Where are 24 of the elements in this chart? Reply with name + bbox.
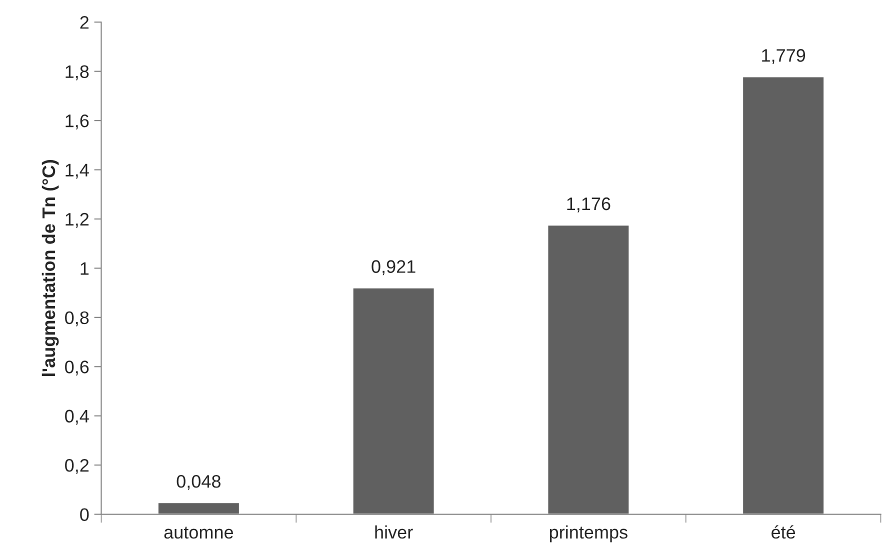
bar	[742, 76, 825, 514]
y-axis-title: l'augmentation de Tn (°C)	[42, 160, 59, 376]
y-tick-label: 0,2	[65, 459, 89, 474]
y-tick-label: 2	[80, 16, 89, 29]
bar	[157, 502, 240, 514]
y-tick-label: 0,6	[65, 360, 89, 376]
y-tick-label: 1,8	[66, 65, 89, 80]
data-label: 0,048	[176, 475, 220, 490]
y-tick-label: 0	[80, 508, 89, 522]
data-label: 1,176	[567, 197, 610, 212]
y-tick-label: 1,4	[66, 164, 89, 179]
y-tick-label: 1,2	[66, 212, 89, 228]
x-tick-label: printemps	[550, 525, 628, 542]
y-tick-label: 1	[80, 262, 89, 275]
x-tick-label: été	[772, 525, 796, 539]
y-tick-label: 0,4	[65, 410, 89, 425]
y-tick-label: 1,6	[66, 114, 89, 130]
bar	[546, 224, 630, 514]
bar	[352, 286, 436, 514]
x-tick-label: automne	[164, 526, 234, 539]
data-label: 0,921	[372, 260, 416, 276]
x-tick-label: hiver	[375, 525, 413, 539]
data-label: 1,779	[762, 49, 806, 64]
y-tick-label: 0,8	[65, 311, 89, 326]
